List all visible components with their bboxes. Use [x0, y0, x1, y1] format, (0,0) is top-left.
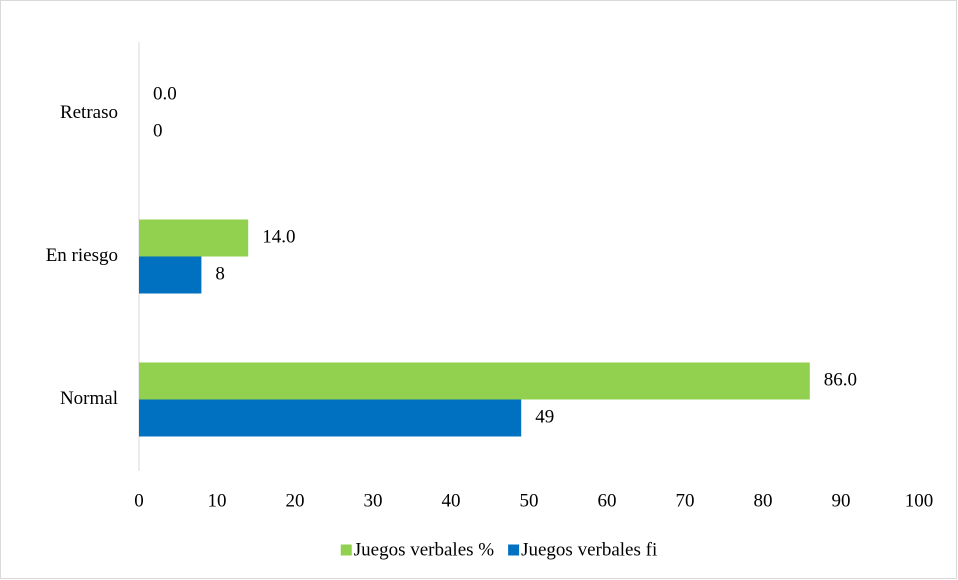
data-label: 49: [535, 406, 554, 427]
bar: [139, 219, 249, 257]
legend-swatch: [340, 544, 352, 556]
legend-swatch: [508, 544, 520, 556]
data-label: 14.0: [262, 226, 295, 247]
bar: [139, 399, 522, 437]
x-tick-label: 100: [905, 490, 934, 511]
x-tick-label: 20: [286, 490, 305, 511]
legend-label: Juegos verbales fi: [521, 539, 657, 560]
bar: [139, 256, 202, 294]
data-label: 86.0: [824, 369, 857, 390]
y-tick-label: Retraso: [60, 102, 118, 123]
x-tick-label: 60: [598, 490, 617, 511]
bar: [139, 362, 810, 400]
legend-label: Juegos verbales %: [354, 539, 495, 560]
y-tick-label: En riesgo: [46, 245, 118, 266]
x-tick-label: 80: [754, 490, 773, 511]
data-label: 8: [215, 263, 225, 284]
x-tick-label: 90: [832, 490, 851, 511]
data-label: 0.0: [153, 83, 177, 104]
y-tick-label: Normal: [60, 388, 118, 409]
x-tick-label: 10: [208, 490, 227, 511]
x-tick-label: 0: [134, 490, 144, 511]
data-label: 0: [153, 120, 163, 141]
x-tick-label: 40: [442, 490, 461, 511]
x-tick-label: 30: [364, 490, 383, 511]
x-tick-label: 70: [676, 490, 695, 511]
x-tick-label: 50: [520, 490, 539, 511]
